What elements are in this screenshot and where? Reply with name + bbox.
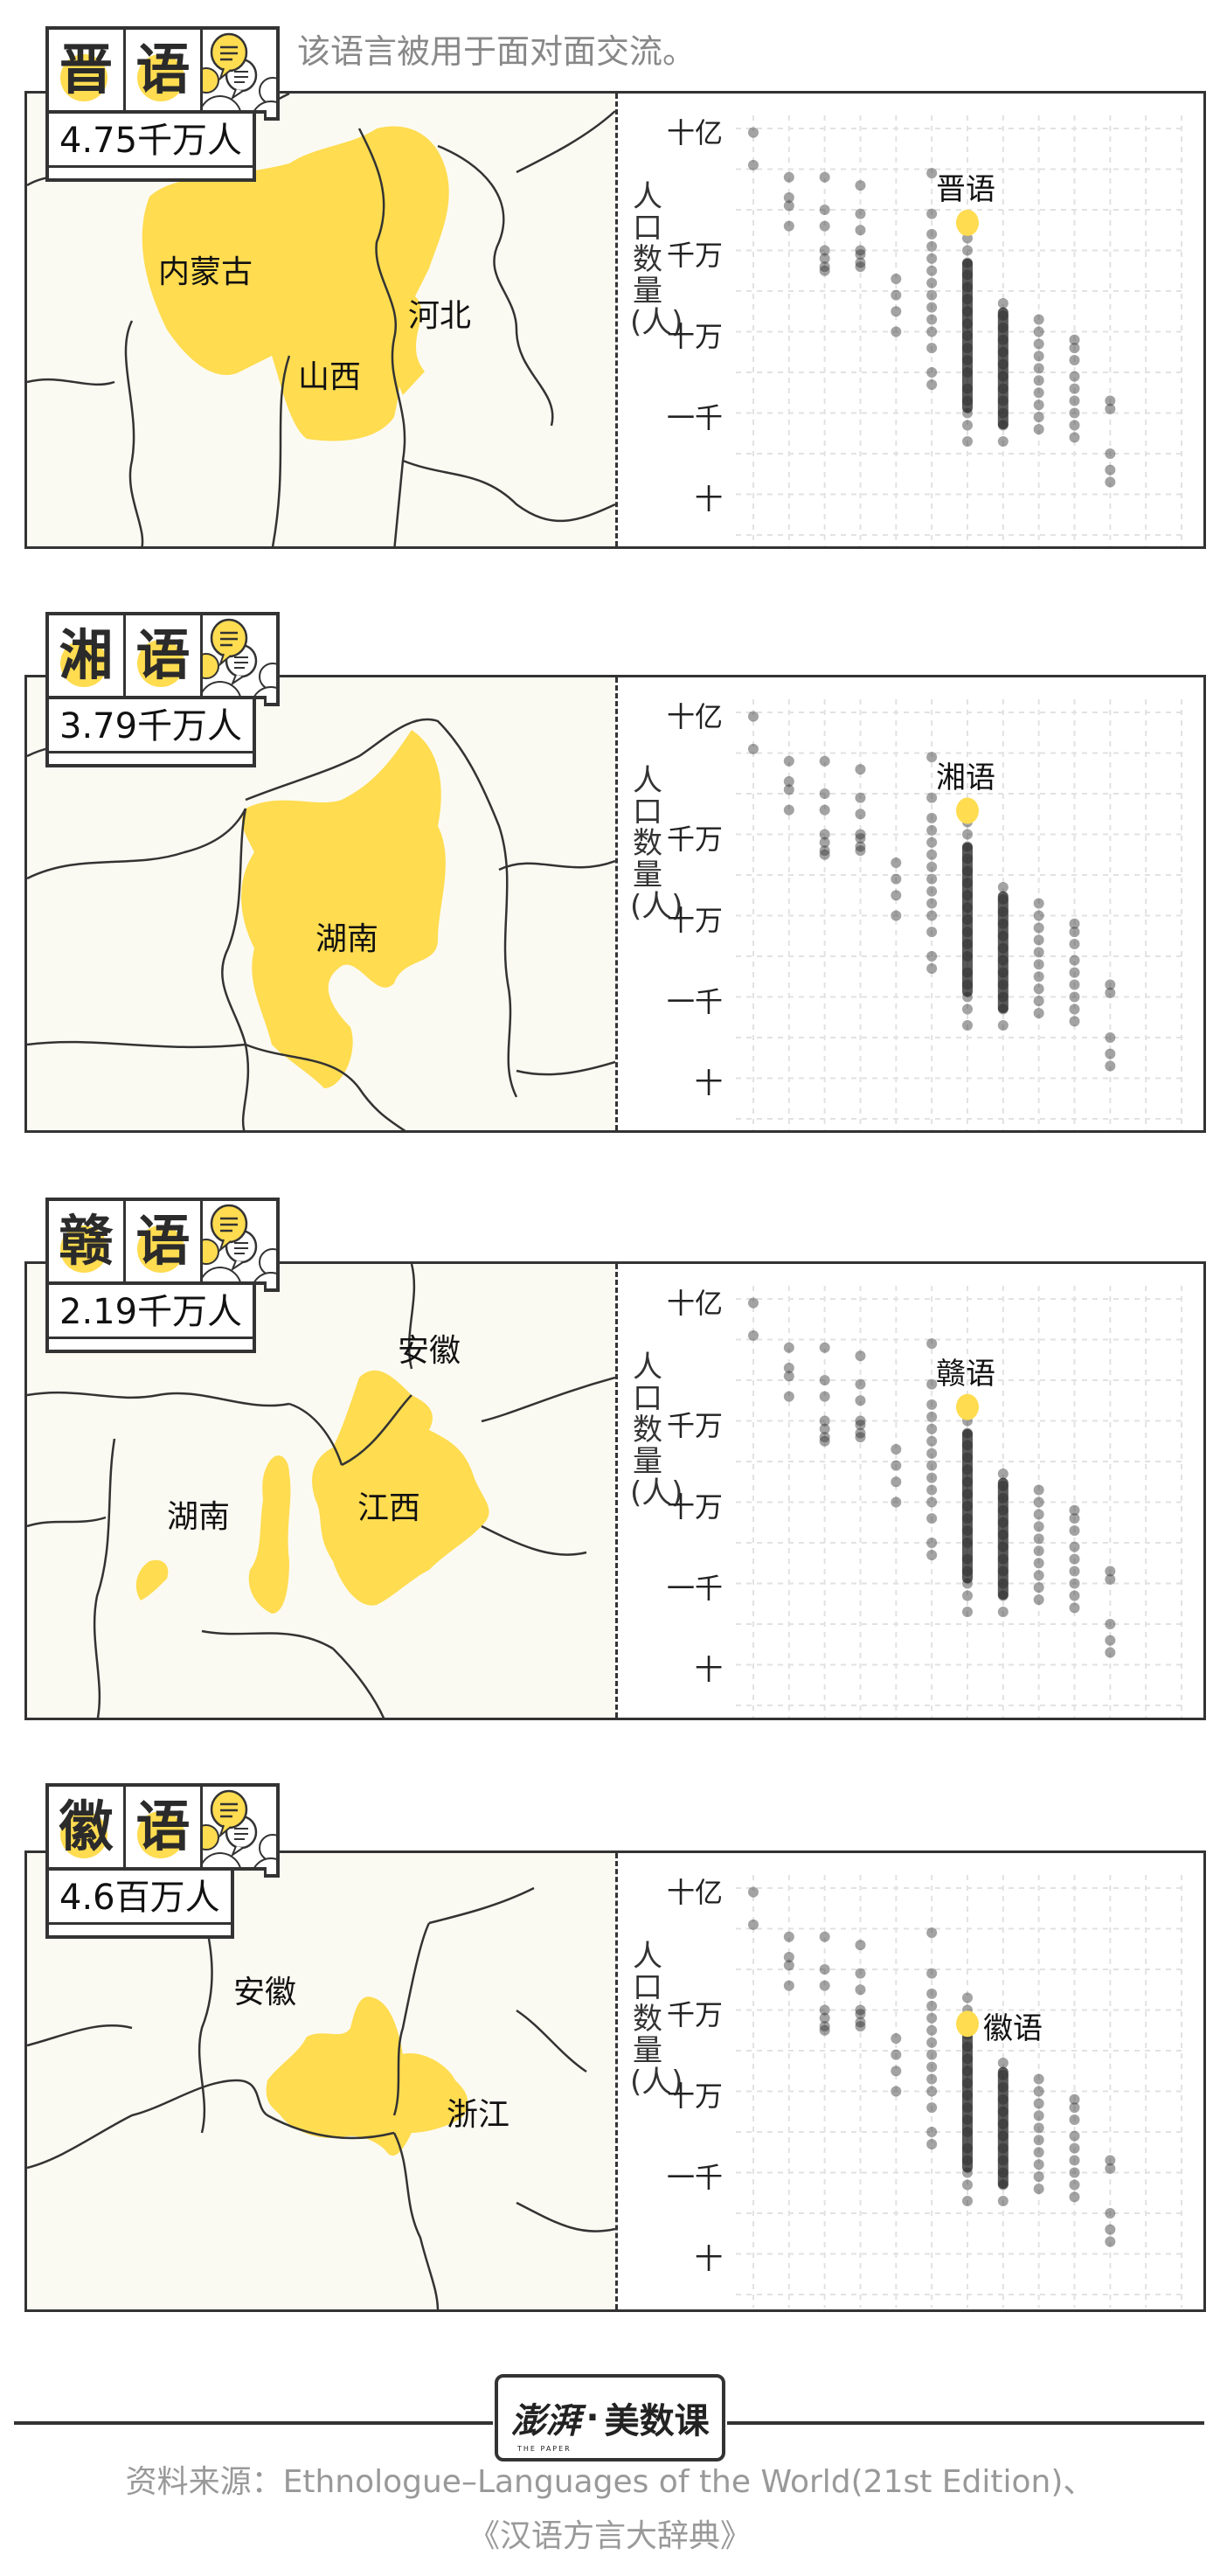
y-tick-label: 十 xyxy=(694,1066,723,1100)
logo-brand: 澎湃 xyxy=(510,2400,581,2441)
speaker-population: 2.19千万人 xyxy=(45,1281,257,1353)
y-tick-label: 千万 xyxy=(666,1408,723,1442)
language-name-cell: 赣 xyxy=(49,1201,126,1281)
language-name-box: 赣语 xyxy=(45,1198,280,1285)
language-name-char: 语 xyxy=(135,1795,191,1858)
y-tick-label: 十 xyxy=(694,482,723,516)
y-tick-label: 十亿 xyxy=(666,116,723,149)
egids-scatter-chart: 人口数量(人)十亿千万十万一千十0123456a6b78a8b910使用越广EG… xyxy=(618,94,1203,546)
speaker-population: 4.6百万人 xyxy=(45,1867,234,1939)
y-tick-label: 一千 xyxy=(666,2160,723,2194)
province-label: 广西 xyxy=(230,1123,293,1130)
language-name-cell: 徽 xyxy=(49,1787,126,1867)
language-name-box: 晋语 xyxy=(45,26,280,114)
speech-bubbles-icon xyxy=(203,615,276,696)
province-label: 山西 xyxy=(298,359,362,395)
province-label: 内蒙古 xyxy=(158,254,253,290)
language-name-char: 赣 xyxy=(59,1209,114,1273)
logo-dot: · xyxy=(586,2398,600,2438)
province-label: 浙江 xyxy=(447,2097,510,2133)
dashed-divider xyxy=(615,94,618,546)
y-tick-label: 十亿 xyxy=(666,1287,723,1320)
province-label: 安徽 xyxy=(398,1333,461,1369)
language-name-char: 徽 xyxy=(59,1795,114,1858)
dashed-divider xyxy=(615,1264,618,1718)
y-tick-label: 十万 xyxy=(666,319,723,353)
highlight-dot-icon xyxy=(137,1226,184,1273)
dashed-divider xyxy=(615,1853,618,2309)
speech-bubbles-icon xyxy=(203,1787,276,1867)
egids-scatter-chart: 人口数量(人)十亿千万十万一千十0123456a6b78a8b910使用越广EG… xyxy=(618,677,1203,1130)
intro-note: 该语言被用于面对面交流。 xyxy=(297,32,697,71)
language-name-cell: 语 xyxy=(126,615,203,696)
highlight-dot-icon xyxy=(137,1811,184,1858)
y-tick-label: 十万 xyxy=(666,2079,723,2113)
y-tick-label: 十亿 xyxy=(666,700,723,733)
province-label: 江西 xyxy=(357,1490,421,1526)
dashed-divider xyxy=(615,677,618,1130)
y-tick-label: 一千 xyxy=(666,984,723,1018)
highlight-dot-icon xyxy=(60,1811,107,1858)
region-map: 内蒙古山西 河北 xyxy=(27,94,615,546)
speaker-population: 3.79千万人 xyxy=(45,696,257,767)
language-name-char: 语 xyxy=(135,1209,191,1273)
y-tick-label: 十万 xyxy=(666,903,723,937)
source-line-1: 资料来源：Ethnologue–Languages of the World(2… xyxy=(125,2464,1095,2500)
y-tick-label: 千万 xyxy=(666,1997,723,2031)
highlight-language-label: 赣语 xyxy=(936,1356,995,1392)
egids-scatter-chart: 人口数量(人)十亿千万十万一千十0123456a6b78a8b910使用越广EG… xyxy=(618,1264,1203,1718)
province-label: 湖南 xyxy=(167,1499,231,1535)
highlight-language-label: 徽语 xyxy=(983,2011,1043,2047)
province-label: 安徽 xyxy=(233,1975,297,2010)
language-panel: 湖南广西人口数量(人)十亿千万十万一千十0123456a6b78a8b910使用… xyxy=(24,675,1206,1133)
province-label: 河北 xyxy=(408,298,472,334)
y-tick-label: 一千 xyxy=(666,1571,723,1605)
logo-name: 美数课 xyxy=(604,2401,710,2441)
province-label: 湖南 xyxy=(315,921,379,957)
egids-scatter-chart: 人口数量(人)十亿千万十万一千十0123456a6b78a8b910使用越广EG… xyxy=(618,1853,1203,2309)
footer-divider-right xyxy=(727,2421,1204,2425)
language-name-cell: 湘 xyxy=(49,615,126,696)
language-name-box: 徽语 xyxy=(45,1783,280,1871)
speech-bubbles-icon xyxy=(203,1201,276,1281)
y-tick-label: 一千 xyxy=(666,400,723,434)
language-name-cell: 语 xyxy=(126,1787,203,1867)
language-name-char: 语 xyxy=(135,38,191,101)
language-name-char: 湘 xyxy=(59,623,114,687)
highlight-dot-icon xyxy=(137,54,184,101)
language-name-char: 晋 xyxy=(59,38,114,101)
language-name-char: 语 xyxy=(135,623,191,687)
tag-underline xyxy=(264,1867,280,1878)
y-tick-label: 十亿 xyxy=(666,1876,723,1909)
highlight-language-label: 晋语 xyxy=(936,171,995,207)
brand-logo: 澎湃 · 美数课 THE PAPER xyxy=(495,2374,725,2461)
tag-underline xyxy=(264,110,280,121)
y-axis-label: 人口数量(人) xyxy=(630,1939,683,2100)
language-name-cell: 语 xyxy=(126,1201,203,1281)
source-line-2: 《汉语方言大辞典》 xyxy=(468,2518,752,2554)
language-name-cell: 语 xyxy=(126,30,203,110)
footer-divider-left xyxy=(14,2421,493,2425)
highlight-dot-icon xyxy=(60,640,107,687)
highlight-dot-icon xyxy=(60,1226,107,1273)
highlight-dot-icon xyxy=(60,54,107,101)
tag-underline xyxy=(264,696,280,706)
language-name-cell: 晋 xyxy=(49,30,126,110)
tag-underline xyxy=(264,1281,280,1292)
highlight-dot-icon xyxy=(137,640,184,687)
y-tick-label: 十 xyxy=(694,1652,723,1686)
speech-bubbles-icon xyxy=(203,30,276,110)
highlight-language-label: 湘语 xyxy=(936,760,995,795)
y-tick-label: 十 xyxy=(694,2241,723,2275)
y-tick-label: 千万 xyxy=(666,822,723,856)
language-name-box: 湘语 xyxy=(45,612,280,699)
speaker-population: 4.75千万人 xyxy=(45,110,257,182)
y-tick-label: 十万 xyxy=(666,1489,723,1524)
logo-tagline: THE PAPER xyxy=(517,2445,572,2453)
y-tick-label: 千万 xyxy=(666,238,723,272)
